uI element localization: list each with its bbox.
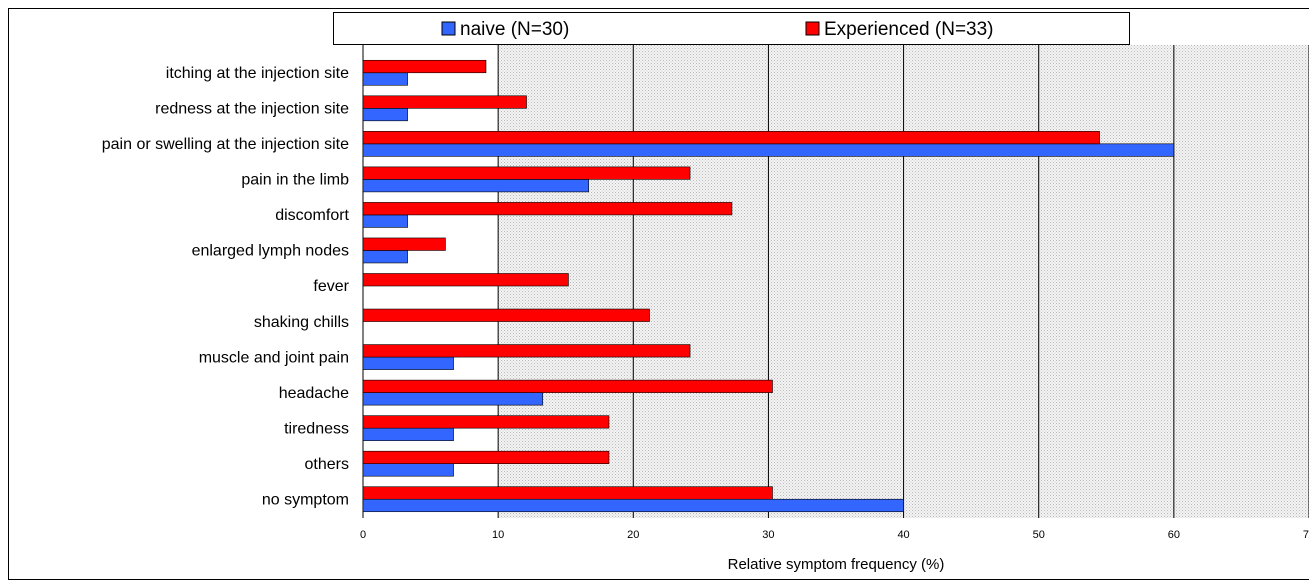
bar xyxy=(362,415,610,429)
x-tick-label: 70 xyxy=(1303,529,1309,541)
y-tick-label: redness at the injection site xyxy=(155,101,349,118)
bar xyxy=(362,179,589,193)
y-tick-label: itching at the injection site xyxy=(166,65,349,82)
bar xyxy=(362,344,691,358)
bar xyxy=(362,72,408,86)
legend-swatch xyxy=(805,21,820,36)
y-tick-label: enlarged lymph nodes xyxy=(192,243,349,260)
bar xyxy=(362,273,569,287)
bar xyxy=(362,392,544,406)
bar xyxy=(362,486,773,500)
bar xyxy=(362,166,691,180)
bar xyxy=(362,143,1175,157)
x-tick-label: 0 xyxy=(360,529,366,541)
x-tick-label: 50 xyxy=(1033,529,1045,541)
legend-label: naive (N=30) xyxy=(460,19,569,40)
y-tick-label: discomfort xyxy=(275,207,349,224)
bar xyxy=(362,59,487,74)
bar xyxy=(362,214,408,228)
y-tick-label: fever xyxy=(313,278,349,295)
y-tick-label: tiredness xyxy=(284,420,349,437)
bar xyxy=(362,308,650,322)
y-tick-label: headache xyxy=(279,385,349,402)
y-tick-label: no symptom xyxy=(262,491,349,508)
x-tick-label: 60 xyxy=(1168,529,1180,541)
x-axis-label: Relative symptom frequency (%) xyxy=(728,556,945,573)
bar xyxy=(362,427,454,441)
bar xyxy=(362,95,527,109)
bar xyxy=(362,498,904,513)
bar xyxy=(362,250,408,264)
y-tick-label: others xyxy=(305,456,349,473)
legend-swatch xyxy=(441,21,456,36)
y-tick-label: pain or swelling at the injection site xyxy=(102,136,349,153)
bar xyxy=(362,131,1100,145)
legend xyxy=(333,12,1130,45)
x-tick-label: 20 xyxy=(627,529,639,541)
bar xyxy=(362,379,773,393)
y-tick-label: shaking chills xyxy=(254,314,349,331)
bar xyxy=(362,108,408,122)
bar xyxy=(362,450,610,464)
y-tick-label: pain in the limb xyxy=(241,172,349,189)
y-tick-label: muscle and joint pain xyxy=(199,349,349,366)
bar xyxy=(362,202,733,216)
x-tick-label: 10 xyxy=(492,529,504,541)
bar xyxy=(362,237,446,251)
legend-label: Experienced (N=33) xyxy=(824,19,994,40)
bar xyxy=(362,356,454,370)
bar xyxy=(362,463,454,477)
x-tick-label: 30 xyxy=(762,529,774,541)
x-tick-label: 40 xyxy=(897,529,909,541)
